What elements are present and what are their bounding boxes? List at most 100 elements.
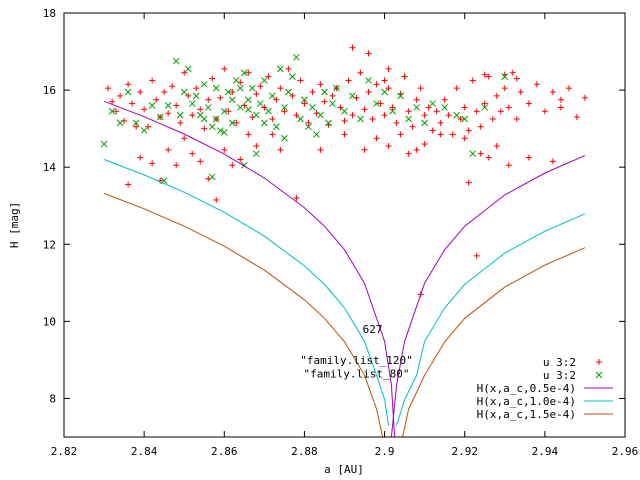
annotations: 627 "family.list_120""family.list_80" bbox=[300, 323, 413, 380]
cross-stroke-b bbox=[441, 104, 449, 111]
cross-stroke-b bbox=[461, 115, 469, 123]
cross-stroke-b bbox=[293, 53, 300, 61]
cross-stroke-b bbox=[212, 115, 220, 123]
plus-point bbox=[509, 69, 516, 76]
cross-stroke-b bbox=[240, 69, 248, 77]
plus-point bbox=[177, 119, 184, 126]
cross-point bbox=[281, 104, 288, 111]
cross-point bbox=[305, 123, 312, 131]
plus-point bbox=[129, 100, 136, 107]
plus-point bbox=[305, 119, 312, 126]
plus-point bbox=[437, 119, 444, 126]
cross-point bbox=[289, 73, 296, 80]
x-tick-label: 2.92 bbox=[451, 445, 478, 458]
plus-point bbox=[281, 108, 288, 115]
cross-point bbox=[281, 134, 288, 142]
plus-point bbox=[169, 83, 176, 90]
cross-point bbox=[397, 92, 404, 100]
series-line bbox=[402, 247, 586, 437]
plus-point bbox=[481, 100, 488, 107]
x-tick-label: 2.82 bbox=[51, 445, 78, 458]
cross-point bbox=[124, 88, 132, 96]
plus-point bbox=[373, 81, 380, 88]
cross-stroke-b bbox=[349, 92, 356, 100]
y-axis-label: H [mag] bbox=[8, 202, 21, 248]
y-tick-label: 10 bbox=[43, 315, 56, 328]
plus-point bbox=[505, 162, 512, 169]
cross-point bbox=[313, 131, 320, 138]
plus-point bbox=[433, 108, 440, 115]
cross-point bbox=[269, 92, 276, 100]
cross-stroke-b bbox=[313, 131, 320, 138]
series-line bbox=[103, 192, 384, 437]
x-tick-label: 2.84 bbox=[131, 445, 158, 458]
cross-stroke-b bbox=[180, 88, 188, 96]
series-1 bbox=[100, 53, 509, 185]
plus-point bbox=[245, 131, 252, 138]
legend-label: H(x,a_c,1.0e-4) bbox=[477, 395, 576, 408]
series-0 bbox=[105, 44, 588, 298]
cross-point bbox=[441, 104, 449, 111]
plus-point bbox=[377, 100, 384, 107]
plus-point bbox=[493, 142, 500, 149]
cross-stroke-b bbox=[164, 102, 172, 109]
cross-point bbox=[256, 100, 264, 107]
plus-point bbox=[513, 75, 520, 82]
plus-point bbox=[117, 92, 124, 99]
plus-point bbox=[581, 94, 588, 101]
cross-point bbox=[176, 111, 184, 119]
cross-point bbox=[108, 107, 116, 115]
y-tick-label: 14 bbox=[43, 161, 57, 174]
cross-stroke-b bbox=[341, 107, 348, 115]
cross-point bbox=[333, 84, 340, 92]
cross-stroke-b bbox=[501, 73, 509, 80]
cross-point bbox=[100, 140, 108, 148]
plus-point bbox=[233, 119, 240, 126]
plus-point bbox=[317, 146, 324, 153]
cross-stroke-b bbox=[381, 88, 388, 96]
plus-point bbox=[269, 116, 276, 122]
plus-point bbox=[277, 146, 284, 153]
cross-point bbox=[232, 77, 240, 84]
plus-point bbox=[549, 158, 556, 165]
plus-point bbox=[445, 112, 452, 119]
plus-point bbox=[225, 108, 232, 115]
plus-point bbox=[341, 117, 348, 124]
cross-stroke-b bbox=[236, 84, 244, 92]
cross-stroke-b bbox=[285, 88, 292, 96]
plus-point bbox=[557, 96, 564, 103]
plus-point bbox=[293, 112, 300, 119]
plus-point bbox=[481, 71, 488, 78]
cross-stroke-b bbox=[317, 111, 324, 119]
plus-point bbox=[145, 123, 152, 130]
cross-stroke-b bbox=[192, 92, 200, 100]
cross-stroke-b bbox=[421, 119, 428, 127]
cross-point bbox=[220, 107, 228, 115]
x-tick-label: 2.86 bbox=[211, 445, 238, 458]
cross-point bbox=[224, 88, 232, 96]
plus-point bbox=[229, 162, 236, 169]
plus-point bbox=[573, 114, 580, 121]
plus-point bbox=[197, 106, 204, 113]
cross-stroke-b bbox=[220, 129, 228, 136]
cross-point bbox=[321, 88, 328, 96]
cross-point bbox=[421, 119, 428, 127]
plus-point bbox=[213, 196, 220, 203]
plus-point bbox=[345, 77, 352, 84]
cross-point bbox=[329, 100, 336, 107]
cross-point bbox=[365, 77, 372, 84]
cross-point bbox=[188, 100, 196, 107]
cross-stroke-b bbox=[481, 104, 489, 111]
plus-point bbox=[185, 92, 192, 99]
cross-stroke-b bbox=[333, 84, 340, 92]
plus-point bbox=[405, 150, 412, 157]
cross-point bbox=[461, 115, 469, 123]
cross-point bbox=[285, 88, 292, 96]
x-tick-label: 2.88 bbox=[291, 445, 318, 458]
plus-point bbox=[221, 146, 228, 153]
plus-point bbox=[125, 181, 132, 188]
cross-point bbox=[413, 104, 420, 111]
legend-label: H(x,a_c,1.5e-4) bbox=[477, 408, 576, 421]
x-tick-label: 2.94 bbox=[532, 445, 559, 458]
